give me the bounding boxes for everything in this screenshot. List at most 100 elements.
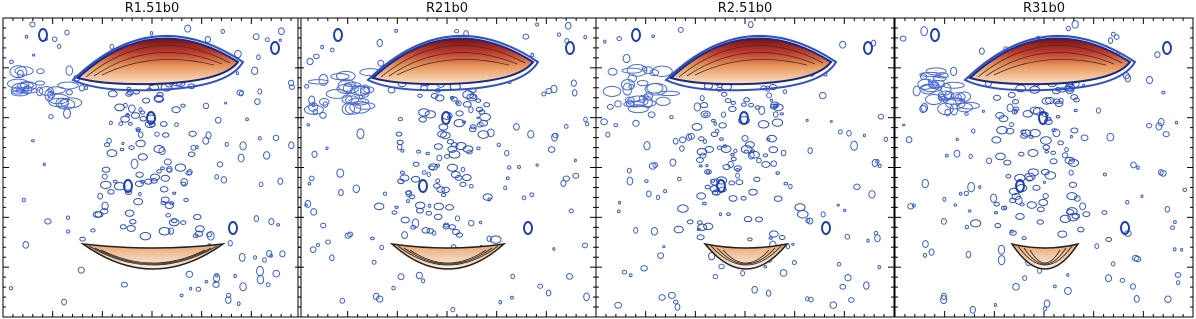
contour-blob — [278, 38, 282, 42]
contour-blob — [142, 97, 151, 104]
relic-contour — [716, 247, 776, 265]
contour-blob — [256, 265, 265, 277]
contour-blob — [839, 283, 847, 290]
contour-blob — [997, 255, 1006, 266]
contour-blob — [399, 170, 405, 175]
contour-blob — [873, 230, 879, 236]
contour-blob — [953, 203, 958, 207]
contour-blob — [1005, 127, 1015, 135]
contour-blob — [187, 151, 196, 158]
contour-blob — [320, 222, 327, 229]
relic-contour — [678, 45, 824, 78]
contour-blob — [1049, 158, 1058, 165]
contour-blob — [180, 178, 188, 187]
contour-blob — [375, 295, 384, 303]
contour-blob — [700, 110, 711, 119]
contour-blob — [696, 157, 704, 163]
contour-blob — [180, 103, 186, 108]
contour-blob — [478, 109, 486, 115]
contour-blob — [743, 215, 753, 223]
contour-blob — [743, 97, 751, 103]
contour-blob — [837, 129, 843, 135]
contour-blob — [124, 209, 135, 217]
source — [270, 41, 280, 55]
contour-blob — [462, 90, 475, 99]
contour-blob — [844, 274, 852, 282]
contour-blob — [379, 244, 385, 251]
source — [146, 111, 156, 125]
contour-blob — [469, 124, 477, 130]
contour-blob — [253, 255, 258, 260]
contour-blob — [90, 228, 96, 233]
contour-blob — [686, 219, 694, 225]
contour-blob — [991, 136, 1002, 144]
contour-blob — [1080, 134, 1089, 142]
contour-blob — [1107, 37, 1114, 44]
contour-blob — [224, 101, 228, 105]
source — [333, 28, 343, 42]
contour-blob — [1027, 168, 1039, 177]
contour-blob — [995, 112, 1005, 119]
contour-blob — [36, 86, 44, 97]
contour-blob — [126, 224, 136, 232]
contour-blob — [626, 95, 649, 108]
relic-contour — [88, 245, 218, 266]
contour-blob — [693, 102, 702, 112]
contour-blob — [794, 203, 806, 212]
contour-blob — [308, 102, 319, 112]
contour-blob — [621, 269, 628, 275]
contour-blob — [225, 292, 232, 298]
contour-blob — [276, 223, 281, 227]
contour-blob — [150, 178, 158, 184]
contour-blob — [101, 166, 111, 173]
source — [418, 179, 428, 193]
contour-blob — [504, 149, 510, 157]
contour-blob — [264, 37, 270, 43]
contour-blob — [1068, 181, 1078, 188]
contour-blob — [560, 179, 567, 187]
contour-blob — [475, 98, 482, 103]
contour-blob — [121, 141, 125, 146]
contour-blob — [454, 175, 463, 181]
contour-blob — [750, 149, 756, 154]
contour-blob — [748, 102, 755, 108]
contour-blob — [434, 94, 445, 102]
contour-blob — [101, 201, 109, 211]
contour-blob — [1036, 206, 1045, 213]
contour-blob — [705, 170, 711, 174]
contour-blob — [620, 79, 636, 91]
contour-blob — [1005, 174, 1012, 179]
contour-blob — [179, 293, 184, 298]
contour-blob — [1073, 97, 1080, 103]
contour-blob — [38, 86, 55, 96]
source — [821, 221, 831, 235]
contour-blob — [310, 208, 318, 216]
contour-blob — [214, 116, 222, 124]
contour-blob — [406, 199, 410, 204]
relic-outer — [366, 35, 540, 92]
contour-blob — [344, 232, 352, 239]
contour-blob — [469, 94, 477, 100]
contour-blob — [995, 152, 1006, 161]
contour-blob — [628, 273, 633, 278]
contour-blob — [60, 97, 83, 109]
contour-blob — [129, 218, 137, 225]
contour-blob — [940, 82, 952, 96]
contour-blob — [133, 197, 144, 206]
contour-blob — [602, 85, 622, 97]
contour-blob — [1007, 92, 1016, 98]
contour-blob — [724, 98, 732, 104]
contour-blob — [771, 118, 784, 127]
contour-blob — [307, 181, 312, 186]
relic-contour — [993, 58, 1107, 76]
contour-blob — [483, 102, 491, 108]
contour-blob — [722, 163, 731, 171]
contour-blob — [1164, 295, 1172, 303]
contour-blob — [476, 146, 481, 151]
contour-blob — [410, 225, 417, 230]
contour-blob — [704, 145, 715, 153]
source — [930, 28, 940, 42]
contour-blob — [205, 131, 212, 140]
contour-blob — [955, 137, 959, 142]
contour-blob — [454, 28, 460, 34]
